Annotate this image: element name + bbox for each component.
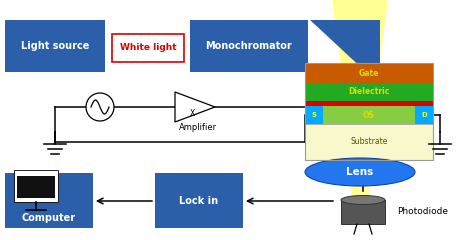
FancyBboxPatch shape [415, 106, 433, 124]
Text: Lens: Lens [346, 167, 374, 177]
FancyBboxPatch shape [17, 176, 55, 198]
Polygon shape [342, 132, 378, 160]
Ellipse shape [341, 196, 385, 204]
FancyBboxPatch shape [14, 170, 58, 202]
Text: X: X [190, 108, 195, 118]
Text: Substrate: Substrate [350, 138, 388, 146]
FancyBboxPatch shape [305, 63, 433, 83]
Text: Lock in: Lock in [180, 196, 219, 206]
Polygon shape [350, 183, 370, 212]
Text: D: D [421, 112, 427, 118]
Circle shape [86, 93, 114, 121]
Text: Monochromator: Monochromator [206, 41, 292, 51]
FancyBboxPatch shape [305, 106, 433, 124]
FancyBboxPatch shape [155, 173, 243, 228]
FancyBboxPatch shape [305, 106, 323, 124]
Text: Dielectric: Dielectric [348, 88, 390, 96]
Polygon shape [175, 92, 215, 122]
Text: White light: White light [120, 43, 176, 53]
Text: Photodiode: Photodiode [398, 208, 448, 216]
Text: Light source: Light source [21, 41, 89, 51]
FancyBboxPatch shape [305, 124, 433, 160]
FancyBboxPatch shape [305, 101, 433, 106]
FancyBboxPatch shape [305, 83, 433, 101]
FancyBboxPatch shape [5, 173, 93, 228]
Text: Gate: Gate [359, 68, 379, 78]
FancyBboxPatch shape [5, 20, 105, 72]
Ellipse shape [305, 158, 415, 186]
Text: S: S [311, 112, 317, 118]
Text: Computer: Computer [22, 213, 76, 223]
Text: Amplifier: Amplifier [179, 122, 217, 132]
Polygon shape [310, 20, 380, 85]
FancyBboxPatch shape [190, 20, 308, 72]
Text: OS: OS [363, 110, 375, 120]
FancyBboxPatch shape [341, 200, 385, 224]
FancyBboxPatch shape [112, 34, 184, 62]
Polygon shape [332, 0, 388, 105]
